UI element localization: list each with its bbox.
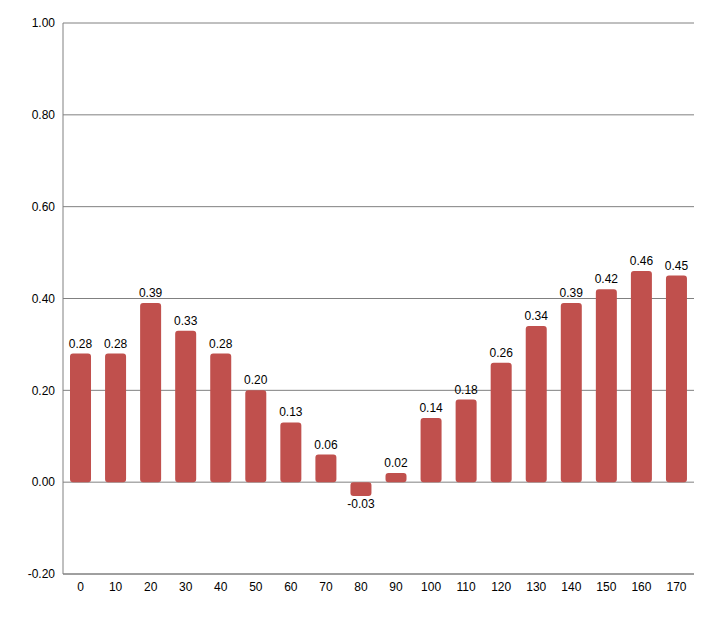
svg-text:40: 40 [214,580,228,594]
svg-text:0.28: 0.28 [104,337,128,351]
svg-text:0.26: 0.26 [489,346,513,360]
svg-text:110: 110 [457,580,476,594]
svg-text:0.20: 0.20 [32,384,56,398]
svg-text:0.20: 0.20 [244,373,268,387]
svg-text:140: 140 [561,580,581,594]
svg-text:170: 170 [666,580,686,594]
svg-text:0: 0 [77,580,84,594]
svg-text:-0.03: -0.03 [347,497,375,511]
svg-text:0.00: 0.00 [32,475,56,489]
svg-text:0.13: 0.13 [279,405,303,419]
svg-text:0.42: 0.42 [595,272,619,286]
svg-text:1.00: 1.00 [32,16,56,30]
svg-text:0.14: 0.14 [419,401,443,415]
svg-text:0.06: 0.06 [314,438,338,452]
svg-text:160: 160 [631,580,651,594]
svg-text:0.39: 0.39 [560,286,584,300]
svg-text:0.46: 0.46 [630,254,654,268]
svg-text:0.18: 0.18 [454,383,478,397]
svg-text:60: 60 [284,580,298,594]
svg-text:0.28: 0.28 [69,337,93,351]
svg-text:0.33: 0.33 [174,314,198,328]
svg-text:50: 50 [249,580,263,594]
svg-text:0.39: 0.39 [139,286,163,300]
svg-text:130: 130 [526,580,546,594]
svg-text:150: 150 [596,580,616,594]
svg-text:0.28: 0.28 [209,337,233,351]
svg-text:80: 80 [354,580,368,594]
svg-text:70: 70 [319,580,333,594]
svg-text:20: 20 [144,580,158,594]
svg-text:0.34: 0.34 [525,309,549,323]
svg-text:30: 30 [179,580,193,594]
svg-text:90: 90 [389,580,403,594]
svg-text:0.02: 0.02 [384,456,408,470]
svg-text:0.60: 0.60 [32,200,56,214]
svg-text:10: 10 [109,580,123,594]
svg-text:0.45: 0.45 [665,259,689,273]
svg-text:0.80: 0.80 [32,108,56,122]
svg-text:0.40: 0.40 [32,292,56,306]
svg-text:120: 120 [491,580,511,594]
svg-text:100: 100 [421,580,441,594]
svg-text:-0.20: -0.20 [28,567,56,581]
